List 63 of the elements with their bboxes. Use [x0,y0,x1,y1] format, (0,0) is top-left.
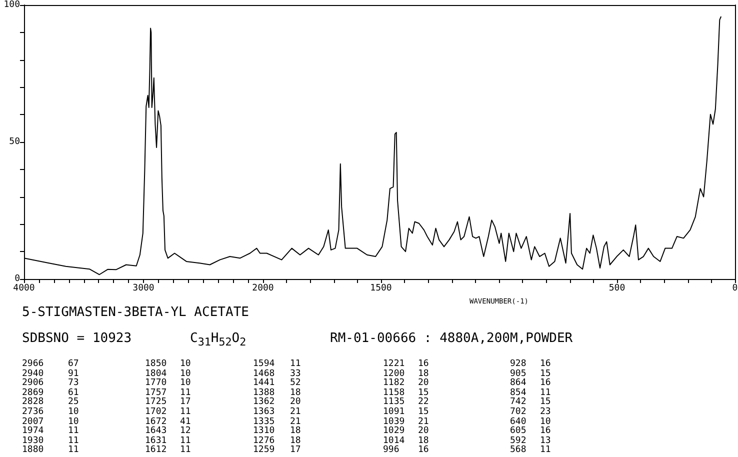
text: 1135 22 [383,397,429,408]
text: 1259 17 [253,445,301,456]
text: 702 23 [510,407,551,417]
text: 1594 11 [253,359,301,369]
text: 1612 11 [145,445,191,456]
text: 2906 73 [22,378,79,388]
text: 1974 11 [22,426,79,436]
text: 1441 52 [253,378,301,388]
text: 1158 15 [383,388,429,398]
text: 2736 10 [22,407,79,417]
text: 1091 15 [383,407,429,417]
text: 996 16 [383,445,429,456]
text: 1335 21 [253,416,301,427]
y-tick-label: 0 [14,274,20,284]
text: 1200 18 [383,368,429,379]
text: 640 10 [510,416,551,427]
text: 905 15 [510,368,551,379]
x-tick-label: 0 [732,284,738,294]
text: 1221 16 [383,359,429,369]
text: 1702 11 [145,407,191,417]
text: 2869 61 [22,388,79,398]
x-tick-label: 3000 [132,284,154,294]
text: 2966 67 [22,359,79,369]
x-tick-label: 500 [608,284,626,294]
text: 1029 20 [383,426,429,436]
text: 1672 41 [145,416,191,427]
text: 1468 33 [253,368,301,379]
text: 854 11 [510,388,551,398]
text: 1757 11 [145,388,191,398]
text: 1643 12 [145,426,191,436]
text: 1725 17 [145,397,191,408]
text: 1880 11 [22,445,79,456]
text: 1182 20 [383,378,429,388]
text: 5-STIGMASTEN-3BETA-YL ACETATE [22,305,249,320]
text: 2940 91 [22,368,79,379]
x-tick-label: 1500 [370,284,392,294]
text: 1276 18 [253,436,301,446]
y-tick-label: 50 [9,137,20,147]
x-tick-label: 2000 [252,284,274,294]
text: 2828 25 [22,397,79,408]
text: SDBSNO = 10923 [22,331,132,346]
text: 1310 18 [253,426,301,436]
text: RM-01-00666 : 4880A,200M,POWDER [330,331,573,346]
text: 1362 20 [253,397,301,408]
text: 1631 11 [145,436,191,446]
text: 1388 18 [253,388,301,398]
text: 1804 10 [145,368,191,379]
text: 605 16 [510,426,551,436]
text: 1930 11 [22,436,79,446]
text: 568 11 [510,445,551,456]
text: 742 15 [510,397,551,408]
text: 928 16 [510,359,551,369]
text: 592 13 [510,436,551,446]
text: 2007 10 [22,416,79,427]
text: C$_{31}$H$_{52}$O$_{2}$ [190,331,246,349]
text: 1770 10 [145,378,191,388]
text: 1363 21 [253,407,301,417]
y-tick-label: 100 [4,0,20,10]
text: 1850 10 [145,359,191,369]
x-tick-label: 4000 [13,284,35,294]
text: 864 16 [510,378,551,388]
text: 1014 18 [383,436,429,446]
text: 1039 21 [383,416,429,427]
